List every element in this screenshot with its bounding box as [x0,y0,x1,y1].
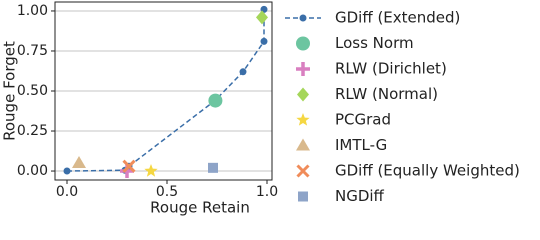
y-tick-label: 0.75 [17,43,48,59]
point [208,162,218,173]
point [260,37,268,45]
legend-marker [296,36,310,51]
plot-frame [54,1,273,181]
chart: Rouge Retain Rouge Forget 0.00 0.25 0.50 0.… [1,1,520,217]
legend-marker [299,14,307,22]
page: Rouge Retain Rouge Forget 0.00 0.25 0.50 0.… [0,1,520,217]
legend-marker [296,164,310,178]
x-axis-label: Rouge Retain [150,199,250,217]
point [239,68,247,76]
series-line [66,9,265,172]
y-axis-label: Rouge Forget [1,41,19,141]
point [122,159,136,173]
legend-label: RLW (Dirichlet) [335,60,447,78]
y-tick-label: 0.25 [17,123,48,139]
point [208,93,223,108]
point [144,164,158,177]
y-tick-label: 1.00 [17,3,48,19]
x-tick-label: 0.0 [56,184,78,200]
x-tick-label: 0.5 [156,184,178,200]
legend-label: GDiff (Equally Weighted) [335,162,520,180]
legend-label: IMTL-G [335,136,387,154]
legend-marker [296,62,310,76]
point [256,10,268,25]
legend-label: Loss Norm [335,34,414,52]
legend-label: GDiff (Extended) [335,9,460,27]
legend-marker [297,87,309,102]
legend-label: RLW (Normal) [335,85,438,103]
legend-label: NGDiff [335,187,385,205]
legend-marker [298,191,308,202]
y-tick-label: 0.00 [17,163,48,179]
legend-marker [296,138,310,151]
point [63,167,71,175]
legend-marker [296,113,310,126]
legend-label: PCGrad [335,111,391,129]
x-tick-label: 1.0 [256,184,278,200]
y-tick-label: 0.50 [17,83,48,99]
point [72,156,86,169]
